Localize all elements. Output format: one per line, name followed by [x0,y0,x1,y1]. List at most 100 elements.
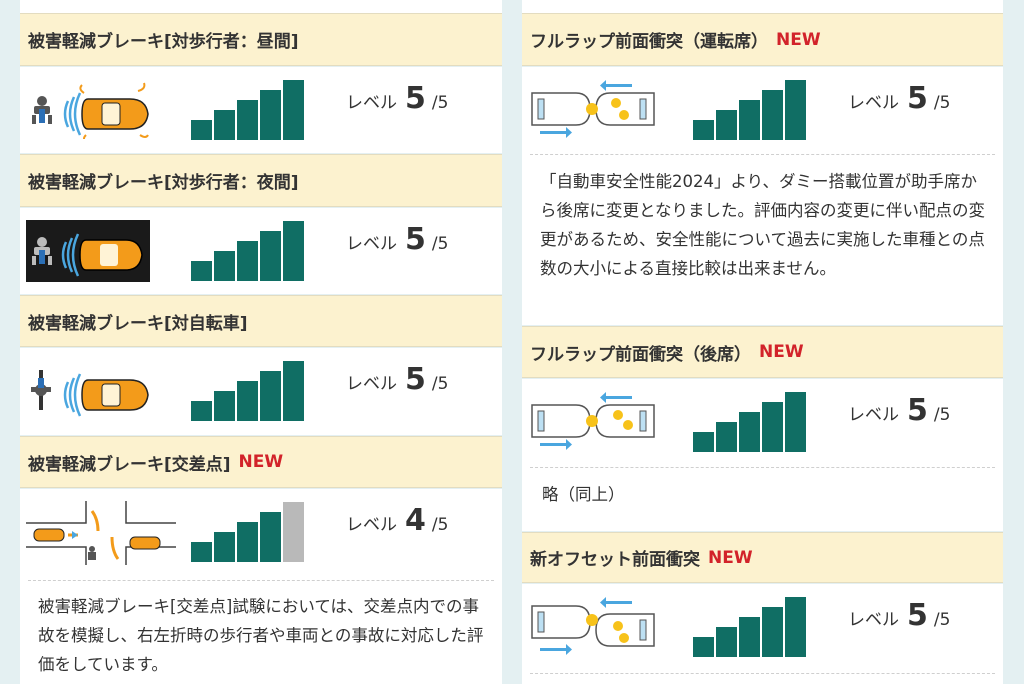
level-bar-4 [260,90,281,140]
section-header-full-lap-driver: フルラップ前面衝突（運転席） NEW [522,13,1003,66]
level-rating: レベル 5/5 [346,222,448,257]
section-title: フルラップ前面衝突（後席） [530,344,751,365]
level-max: /5 [933,405,951,425]
level-label: レベル [346,234,397,254]
level-bar-5 [283,221,304,281]
level-bar-2 [716,627,737,657]
new-badge: NEW [776,29,821,50]
section-header-intersection: 被害軽減ブレーキ[交差点] NEW [20,436,502,488]
level-bar-5 [283,80,304,140]
level-bar-2 [214,110,235,140]
crash-impact-icon [586,614,629,643]
level-bar-3 [739,412,760,452]
level-bars [191,500,306,562]
level-bar-3 [739,617,760,657]
pedestrian-icon [88,546,96,560]
section-title: 被害軽減ブレーキ[交差点] [28,454,231,475]
pedestrian-icon [32,96,52,124]
level-value: 5 [907,598,928,633]
level-bar-3 [237,241,258,281]
level-bars [191,219,306,281]
full-lap-rear-note: 略（同上） [542,485,625,504]
full-lap-rear-crash-illustration [528,391,658,457]
offset-crash-illustration [528,596,658,662]
divider [530,673,995,674]
level-bar-3 [237,522,258,562]
top-card-edge [20,0,502,14]
level-bar-4 [762,607,783,657]
new-badge: NEW [708,547,753,568]
level-value: 5 [405,222,426,257]
level-value: 4 [405,503,426,538]
level-bar-3 [739,100,760,140]
level-max: /5 [933,610,951,630]
section-body-intersection: レベル 4/5 被害軽減ブレーキ[交差点]試験においては、交差点内での事故を模擬し… [20,489,502,684]
car-orange-icon [81,379,149,411]
level-bar-1 [693,637,714,657]
level-bar-3 [237,100,258,140]
level-bar-1 [191,542,212,562]
section-title: 新オフセット前面衝突 [530,550,700,570]
level-max: /5 [933,93,951,113]
level-bar-5 [785,597,806,657]
level-bar-3 [237,381,258,421]
section-body-full-lap-driver: レベル 5/5 「自動車安全性能2024」より、ダミー搭載位置が助手席から後席に変… [522,67,1003,325]
level-bars [191,359,306,421]
level-bars [693,78,808,140]
level-bar-1 [693,120,714,140]
section-title: 被害軽減ブレーキ[対自転車] [28,313,248,334]
intersection-illustration [26,501,176,569]
pedestrian-day-illustration [26,79,156,143]
car-orange-icon [79,239,143,271]
level-bar-1 [191,120,212,140]
level-label: レベル [848,610,899,630]
radar-waves-icon [63,373,82,417]
section-body-bicycle: レベル 5/5 [20,348,502,435]
level-bars [693,390,808,452]
direction-arrow-icon [540,80,632,138]
section-body-pedestrian-day: レベル 5/5 [20,67,502,153]
level-bar-4 [762,90,783,140]
level-rating: レベル 5/5 [848,393,950,428]
divider [530,467,995,468]
full-lap-crash-illustration [528,79,658,145]
level-rating: レベル 5/5 [346,362,448,397]
level-rating: レベル 4/5 [346,503,448,538]
radar-waves-icon [63,92,82,136]
level-bar-4 [260,231,281,281]
level-rating: レベル 5/5 [848,598,950,633]
intersection-note: 被害軽減ブレーキ[交差点]試験においては、交差点内での事故を模擬し、右左折時の歩… [38,597,484,674]
level-label: レベル [848,93,899,113]
car-orange-icon [33,528,161,550]
section-header-pedestrian-day: 被害軽減ブレーキ[対歩行者：昼間] [20,13,502,66]
level-bar-5 [785,392,806,452]
level-bars [191,78,306,140]
direction-arrow-icon [540,597,632,655]
section-body-pedestrian-night: レベル 5/5 [20,208,502,294]
level-value: 5 [907,393,928,428]
level-bar-2 [214,532,235,562]
pedestrian-icon [32,237,52,265]
section-body-new-offset: レベル 5/5 [522,584,1003,684]
level-bar-1 [191,261,212,281]
bicycle-icon [31,370,51,410]
level-bar-4 [762,402,783,452]
level-value: 5 [405,362,426,397]
level-value: 5 [907,81,928,116]
full-lap-driver-note: 「自動車安全性能2024」より、ダミー搭載位置が助手席から後席に変更となりました… [540,172,986,278]
level-value: 5 [405,81,426,116]
new-badge: NEW [238,452,284,472]
level-bar-2 [214,251,235,281]
level-rating: レベル 5/5 [848,81,950,116]
road-lines-icon [26,501,176,565]
level-bar-1 [693,432,714,452]
section-title: 被害軽減ブレーキ[対歩行者：夜間] [28,173,299,193]
level-bar-5 [283,502,304,562]
section-title: 被害軽減ブレーキ[対歩行者：昼間] [28,32,299,52]
divider [530,154,995,155]
crash-impact-icon [586,410,633,430]
section-header-new-offset: 新オフセット前面衝突 NEW [522,532,1003,583]
level-bar-2 [716,110,737,140]
level-bar-4 [260,512,281,562]
level-label: レベル [346,93,397,113]
